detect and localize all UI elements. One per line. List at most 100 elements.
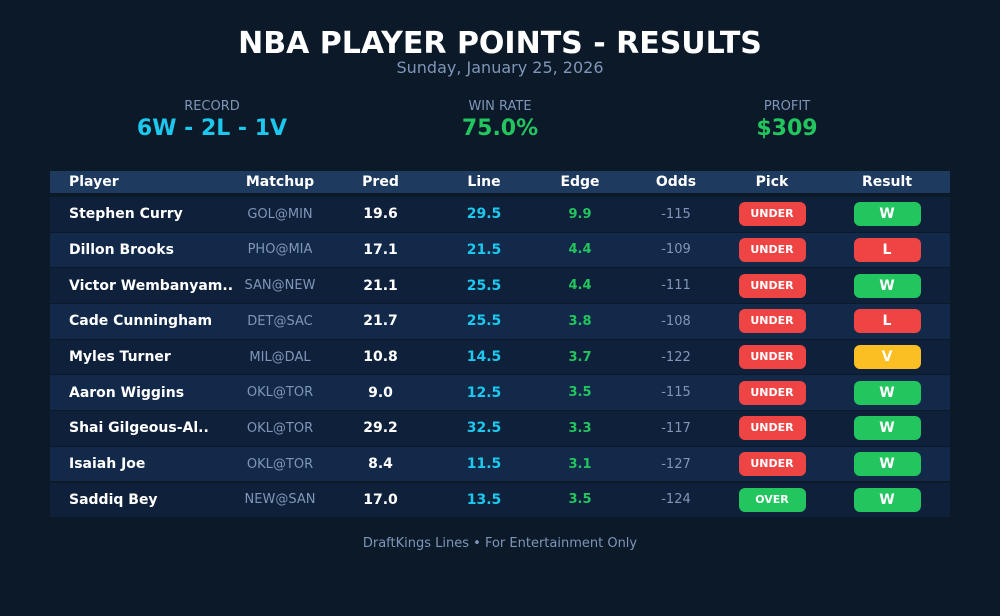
pick-badge: OVER (738, 487, 806, 512)
col-header: Odds (655, 174, 697, 190)
prediction: 21.7 (363, 313, 398, 330)
page-date: Sunday, January 25, 2026 (396, 58, 604, 77)
pick-badge-cell: UNDER (724, 309, 820, 334)
stat-profit: PROFIT $309 (637, 99, 937, 141)
odds: -108 (661, 313, 691, 329)
table-header: Player Matchup Pred Line Edge Odds Pick … (50, 171, 950, 193)
stat-label: PROFIT (763, 99, 811, 114)
col-header: Line (467, 174, 501, 190)
matchup: DET@SAC (247, 313, 313, 329)
line: 12.5 (466, 384, 502, 401)
stat-label: RECORD (184, 99, 240, 114)
odds: -111 (661, 278, 691, 294)
stat-value: $309 (756, 116, 818, 141)
line: 13.5 (466, 491, 502, 508)
odds: -124 (661, 492, 691, 508)
line: 21.5 (466, 241, 502, 258)
edge: 9.9 (568, 206, 592, 222)
result-badge-cell: W (820, 380, 954, 405)
table-row: Saddiq Bey NEW@SAN 17.0 13.5 3.5 -124 OVER W (50, 482, 950, 517)
player-name: Shai Gilgeous-Al.. (69, 420, 209, 437)
matchup: NEW@SAN (244, 492, 316, 508)
col-header: Pick (755, 174, 789, 190)
edge: 3.3 (568, 420, 592, 436)
result-badge-cell: V (820, 345, 954, 369)
prediction: 10.8 (363, 349, 398, 365)
edge: 3.5 (568, 492, 592, 508)
page-title: NBA PLAYER POINTS - RESULTS (238, 26, 762, 61)
edge: 3.8 (568, 313, 592, 329)
player-name: Myles Turner (69, 349, 171, 365)
pick-badge: UNDER (738, 202, 806, 227)
player-name: Victor Wembanyam.. (69, 277, 234, 294)
col-header: Matchup (245, 174, 315, 190)
edge: 4.4 (568, 278, 592, 294)
player-name: Saddiq Bey (69, 491, 158, 508)
line: 29.5 (466, 206, 502, 223)
result-badge-cell: L (820, 309, 954, 334)
result-badge: V (853, 345, 921, 369)
odds: -115 (661, 206, 691, 222)
col-header: Pred (362, 174, 399, 190)
table-row: Dillon Brooks PHO@MIA 17.1 21.5 4.4 -109 UNDER… (50, 232, 950, 268)
prediction: 19.6 (363, 206, 398, 223)
pick-badge-cell: UNDER (724, 273, 820, 298)
odds: -115 (661, 385, 691, 401)
line: 11.5 (466, 456, 502, 473)
result-badge-cell: W (820, 416, 954, 441)
result-badge-cell: W (820, 273, 954, 298)
table-row: Stephen Curry GOL@MIN 19.6 29.5 9.9 -115 UNDER… (50, 197, 950, 232)
pick-badge: UNDER (738, 273, 806, 298)
prediction: 17.1 (363, 241, 398, 258)
pick-badge-cell: UNDER (724, 452, 820, 477)
pick-badge: UNDER (738, 380, 806, 405)
matchup: MIL@DAL (249, 349, 311, 365)
result-badge-cell: W (820, 487, 954, 512)
result-badge: W (853, 487, 921, 512)
stat-value: 6W - 2L - 1V (136, 116, 288, 141)
result-badge-cell: W (820, 452, 954, 477)
matchup: OKL@TOR (246, 385, 314, 401)
line: 14.5 (466, 349, 502, 365)
prediction: 9.0 (368, 384, 393, 401)
table-row: Victor Wembanyam.. SAN@NEW 21.1 25.5 4.4 -111… (50, 268, 950, 303)
edge: 4.4 (568, 242, 592, 258)
player-name: Stephen Curry (69, 206, 183, 223)
edge: 3.7 (568, 349, 592, 365)
col-header: Result (861, 174, 913, 190)
edge: 3.1 (568, 456, 592, 472)
prediction: 8.4 (368, 456, 393, 473)
matchup: OKL@TOR (246, 456, 314, 472)
table-body: Stephen Curry GOL@MIN 19.6 29.5 9.9 -115 UNDER… (50, 197, 950, 517)
player-name: Cade Cunningham (69, 313, 213, 330)
col-header: Player (69, 174, 119, 190)
pick-badge-cell: UNDER (724, 380, 820, 405)
table-row: Cade Cunningham DET@SAC 21.7 25.5 3.8 -108 UND… (50, 304, 950, 339)
line: 25.5 (466, 313, 502, 330)
edge: 3.5 (568, 385, 592, 401)
pick-badge: UNDER (738, 309, 806, 334)
results-table: Player Matchup Pred Line Edge Odds Pick … (50, 171, 950, 518)
odds: -109 (661, 242, 691, 258)
player-name: Isaiah Joe (69, 456, 146, 473)
stat-record: RECORD 6W - 2L - 1V (62, 99, 362, 141)
footer-note: DraftKings Lines • For Entertainment Onl… (362, 536, 638, 551)
odds: -127 (661, 456, 691, 472)
table-row: Isaiah Joe OKL@TOR 8.4 11.5 3.1 -127 UNDER W (50, 446, 950, 482)
matchup: GOL@MIN (247, 206, 313, 222)
pick-badge-cell: UNDER (724, 416, 820, 441)
result-badge: L (853, 237, 921, 262)
stat-value: 75.0% (461, 116, 539, 141)
prediction: 21.1 (363, 277, 398, 294)
table-row: Shai Gilgeous-Al.. OKL@TOR 29.2 32.5 3.3 -117… (50, 411, 950, 446)
pick-badge-cell: OVER (724, 487, 820, 512)
prediction: 17.0 (363, 491, 398, 508)
prediction: 29.2 (363, 420, 398, 437)
pick-badge-cell: UNDER (724, 237, 820, 262)
result-badge-cell: L (820, 237, 954, 262)
odds: -117 (661, 420, 691, 436)
result-badge: W (853, 202, 921, 227)
pick-badge: UNDER (738, 452, 806, 477)
result-badge: W (853, 380, 921, 405)
player-name: Dillon Brooks (69, 241, 174, 258)
